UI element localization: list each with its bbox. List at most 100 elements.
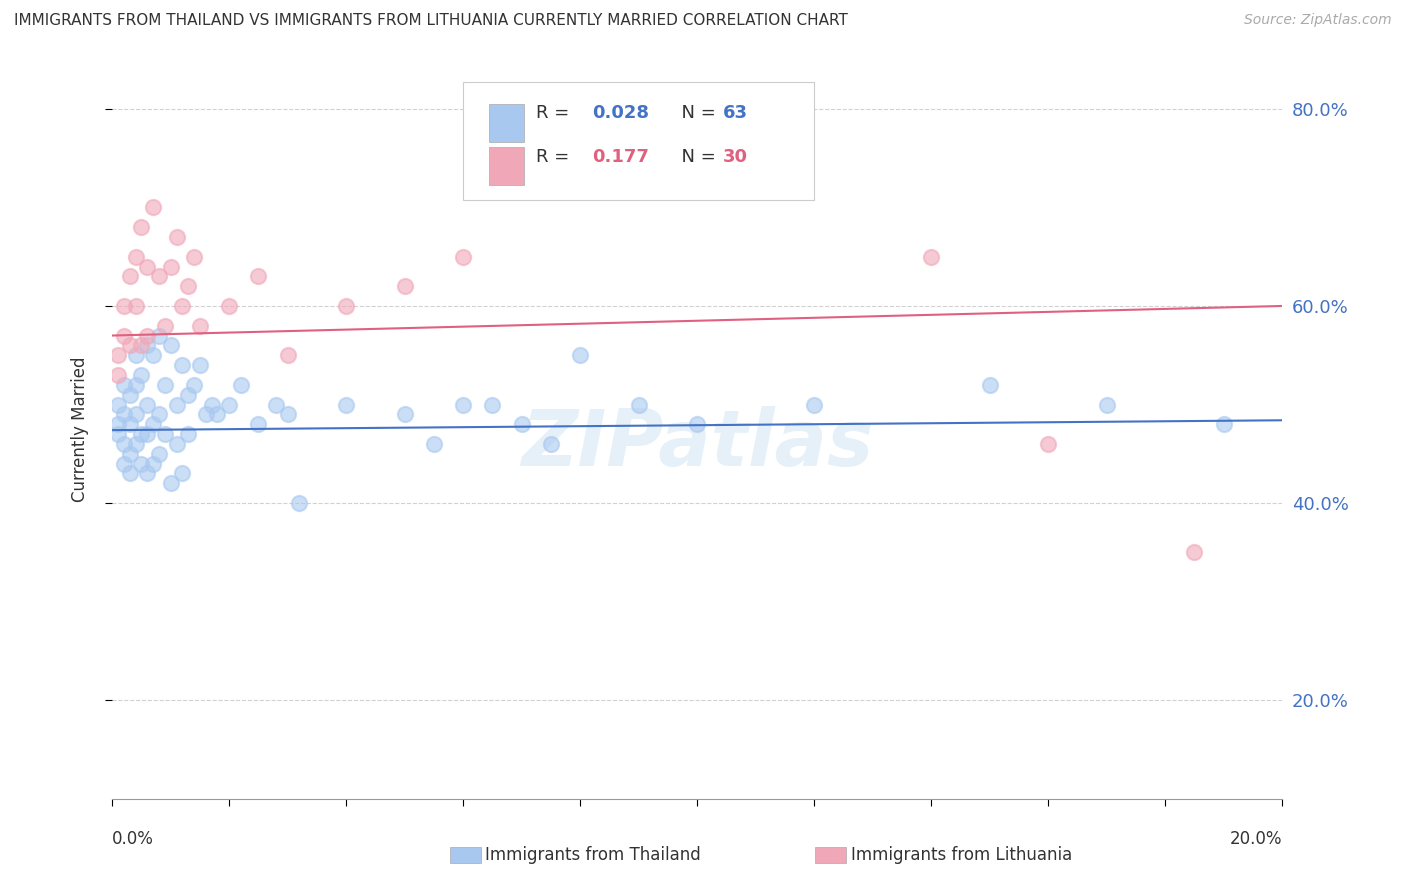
Point	[142, 348, 165, 362]
Text: Immigrants from Lithuania: Immigrants from Lithuania	[851, 847, 1071, 864]
Point	[686, 417, 709, 432]
Point	[218, 397, 240, 411]
Point	[153, 318, 176, 333]
Point	[124, 299, 146, 313]
FancyBboxPatch shape	[489, 147, 524, 186]
Point	[277, 408, 299, 422]
Point	[194, 408, 217, 422]
Point	[118, 338, 141, 352]
Point	[112, 377, 135, 392]
Point	[166, 437, 188, 451]
Text: 0.028: 0.028	[592, 103, 650, 122]
Point	[107, 368, 129, 382]
Point	[207, 408, 229, 422]
Point	[540, 437, 562, 451]
Point	[153, 427, 176, 442]
Point	[124, 408, 146, 422]
Point	[166, 397, 188, 411]
Point	[112, 457, 135, 471]
Point	[159, 476, 181, 491]
Point	[124, 250, 146, 264]
Point	[148, 408, 170, 422]
Text: 0.0%: 0.0%	[112, 830, 155, 847]
Point	[124, 437, 146, 451]
Text: Immigrants from Thailand: Immigrants from Thailand	[485, 847, 700, 864]
Text: 20.0%: 20.0%	[1230, 830, 1282, 847]
Point	[183, 250, 205, 264]
Point	[423, 437, 446, 451]
Point	[136, 328, 159, 343]
Text: IMMIGRANTS FROM THAILAND VS IMMIGRANTS FROM LITHUANIA CURRENTLY MARRIED CORRELAT: IMMIGRANTS FROM THAILAND VS IMMIGRANTS F…	[14, 13, 848, 29]
Point	[451, 397, 474, 411]
Point	[229, 377, 252, 392]
Point	[131, 427, 153, 442]
Point	[107, 397, 129, 411]
Point	[510, 417, 533, 432]
Point	[451, 250, 474, 264]
Text: 0.177: 0.177	[592, 148, 648, 166]
Point	[166, 230, 188, 244]
Point	[131, 338, 153, 352]
Point	[136, 467, 159, 481]
Point	[142, 417, 165, 432]
Point	[124, 377, 146, 392]
Point	[107, 348, 129, 362]
Point	[118, 269, 141, 284]
Text: ZIPatlas: ZIPatlas	[522, 406, 873, 482]
Point	[172, 358, 194, 372]
Point	[148, 328, 170, 343]
Point	[218, 299, 240, 313]
FancyBboxPatch shape	[463, 82, 814, 200]
Point	[335, 397, 357, 411]
Point	[112, 437, 135, 451]
Point	[979, 377, 1001, 392]
Point	[124, 348, 146, 362]
Point	[920, 250, 942, 264]
Point	[394, 279, 416, 293]
Point	[118, 387, 141, 401]
Text: N =: N =	[671, 103, 721, 122]
Point	[112, 299, 135, 313]
Text: R =: R =	[536, 103, 575, 122]
Point	[1038, 437, 1060, 451]
Point	[136, 338, 159, 352]
Point	[136, 397, 159, 411]
Point	[159, 338, 181, 352]
Point	[112, 328, 135, 343]
Point	[136, 427, 159, 442]
Point	[394, 408, 416, 422]
Point	[118, 447, 141, 461]
Point	[201, 397, 224, 411]
Point	[803, 397, 825, 411]
Point	[264, 397, 287, 411]
Point	[118, 417, 141, 432]
Point	[131, 457, 153, 471]
Point	[159, 260, 181, 274]
Point	[188, 318, 211, 333]
Point	[183, 377, 205, 392]
Point	[177, 279, 200, 293]
Point	[142, 201, 165, 215]
Text: N =: N =	[671, 148, 721, 166]
Point	[481, 397, 503, 411]
Text: 30: 30	[723, 148, 748, 166]
Text: R =: R =	[536, 148, 581, 166]
Point	[107, 417, 129, 432]
Point	[107, 427, 129, 442]
Point	[136, 260, 159, 274]
Point	[112, 408, 135, 422]
Text: 63: 63	[723, 103, 748, 122]
Point	[172, 299, 194, 313]
Y-axis label: Currently Married: Currently Married	[72, 357, 89, 502]
Point	[153, 377, 176, 392]
Point	[288, 496, 311, 510]
Point	[247, 417, 270, 432]
Point	[148, 269, 170, 284]
Point	[247, 269, 270, 284]
Point	[569, 348, 592, 362]
Point	[131, 220, 153, 235]
Point	[177, 387, 200, 401]
Point	[118, 467, 141, 481]
Point	[1212, 417, 1234, 432]
Point	[1095, 397, 1118, 411]
